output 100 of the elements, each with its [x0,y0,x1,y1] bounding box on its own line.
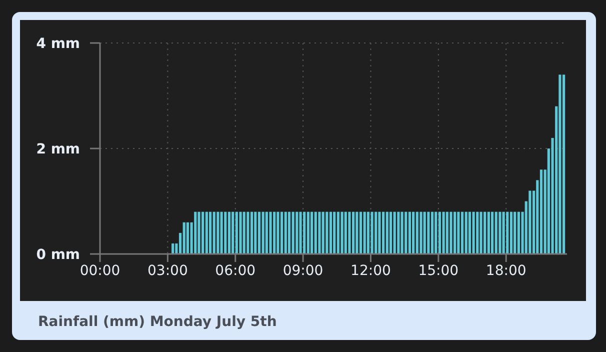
y-tick-label: 0 mm [36,246,80,263]
bar [224,212,227,254]
bar [310,212,314,254]
bar [510,212,513,254]
bar [220,212,223,254]
bar [446,212,448,254]
x-tick-label: 00:00 [80,263,120,279]
bar [299,212,302,254]
bar [216,212,220,254]
bar [250,212,254,254]
bar [404,212,408,254]
bar [292,212,294,254]
bar [322,212,324,254]
bar [438,212,442,254]
bar [246,212,250,254]
bar [318,212,321,254]
x-tick-label: 06:00 [215,263,256,279]
bar [386,212,388,254]
bar [276,212,280,254]
bar [464,212,468,254]
bar [212,212,216,254]
bar [540,170,543,254]
bar [333,212,336,254]
bar [457,212,460,254]
text: Rainfall (mm) Monday July 5th [38,314,277,330]
bar [269,212,272,254]
bar [366,212,370,254]
bar [472,212,475,254]
bar [344,212,347,254]
bar [450,212,452,254]
bar [476,212,479,254]
bar [389,212,392,254]
bar [254,212,257,254]
bar [416,212,418,254]
x-tick-label: 12:00 [350,263,391,279]
bar [442,212,445,254]
bar [239,212,242,254]
bar [412,212,415,254]
bar [498,212,502,254]
bar [382,212,385,254]
x-tick-label: 18:00 [486,263,526,279]
bar [400,212,404,254]
x-tick-label: 03:00 [148,263,188,279]
bar [265,212,268,254]
bar [329,212,332,254]
bar [284,212,287,254]
bar [562,74,566,254]
bar [359,212,362,254]
bar [490,212,494,254]
bar [336,212,340,254]
bar [208,212,212,254]
bar [242,212,246,254]
bar [194,212,197,254]
bar [454,212,456,254]
bar [232,212,234,254]
bar [356,212,358,254]
bar [228,212,231,254]
bar [480,212,482,254]
bar [427,212,430,254]
bar [494,212,498,254]
bar [502,212,505,254]
bar [420,212,422,254]
bar [397,212,400,254]
bar [288,212,291,254]
bar [273,212,276,254]
bar [352,212,355,254]
bar [303,212,306,254]
bar [468,212,472,254]
bar [348,212,351,254]
y-tick-label: 4 mm [36,36,80,52]
bar [378,212,381,254]
bar [235,212,238,254]
bar [484,212,486,254]
bar [393,212,396,254]
bar [370,212,374,254]
bar [430,212,434,254]
bar [172,243,174,254]
bar [186,222,190,254]
bar [434,212,438,254]
bar [202,212,204,254]
bar [423,212,426,254]
bar [517,212,520,254]
bar [205,212,208,254]
bar [306,212,310,254]
bar [262,212,264,254]
bar [280,212,284,254]
bar [374,212,378,254]
bar [296,212,298,254]
bar [363,212,366,254]
bar [314,212,317,254]
x-tick-label: 15:00 [418,263,459,279]
bar [340,212,344,254]
bar [326,212,328,254]
bar [487,212,490,254]
y-tick-label: 2 mm [36,141,80,158]
bar [408,212,411,254]
bar [528,190,532,254]
bar [198,212,200,254]
bar [258,212,261,254]
bar [514,212,516,254]
